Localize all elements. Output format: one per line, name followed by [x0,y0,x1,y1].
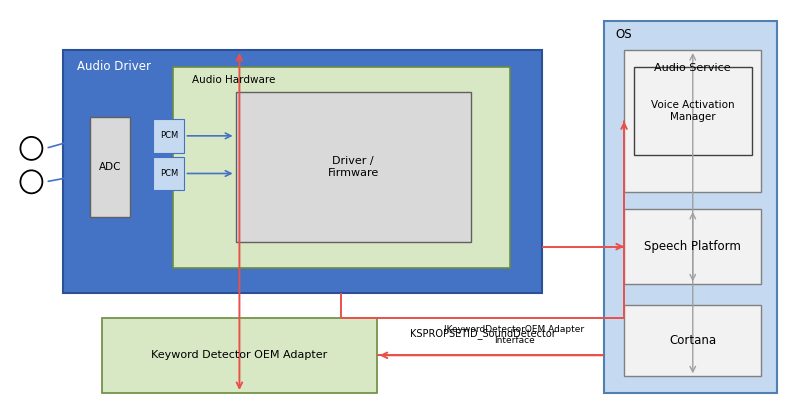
Bar [624,209,761,284]
Text: ADC: ADC [99,162,121,172]
Bar [102,318,377,393]
Text: Cortana: Cortana [669,334,717,347]
Text: OS: OS [615,28,632,41]
Bar [90,117,130,217]
Bar [624,50,761,192]
Bar [624,305,761,376]
Text: Audio Hardware: Audio Hardware [192,75,276,85]
Bar [63,50,542,293]
Text: Driver /
Firmware: Driver / Firmware [327,156,379,178]
Text: Keyword Detector OEM Adapter: Keyword Detector OEM Adapter [152,350,327,360]
Text: KSPROPSETID_SoundDetector: KSPROPSETID_SoundDetector [410,328,556,339]
Bar [153,119,184,153]
Text: PCM: PCM [159,131,178,140]
Text: Voice Activation
Manager: Voice Activation Manager [652,100,735,122]
Bar [236,92,471,242]
Text: Speech Platform: Speech Platform [644,240,741,253]
Text: Audio Driver: Audio Driver [77,59,151,73]
Bar [173,67,510,268]
Text: PCM: PCM [159,169,178,178]
Text: IKeywordDetectorOEM Adapter
Interface: IKeywordDetectorOEM Adapter Interface [444,326,584,345]
Bar [634,67,752,155]
Bar [604,21,777,393]
Bar [153,157,184,190]
Text: Audio Service: Audio Service [655,63,731,73]
